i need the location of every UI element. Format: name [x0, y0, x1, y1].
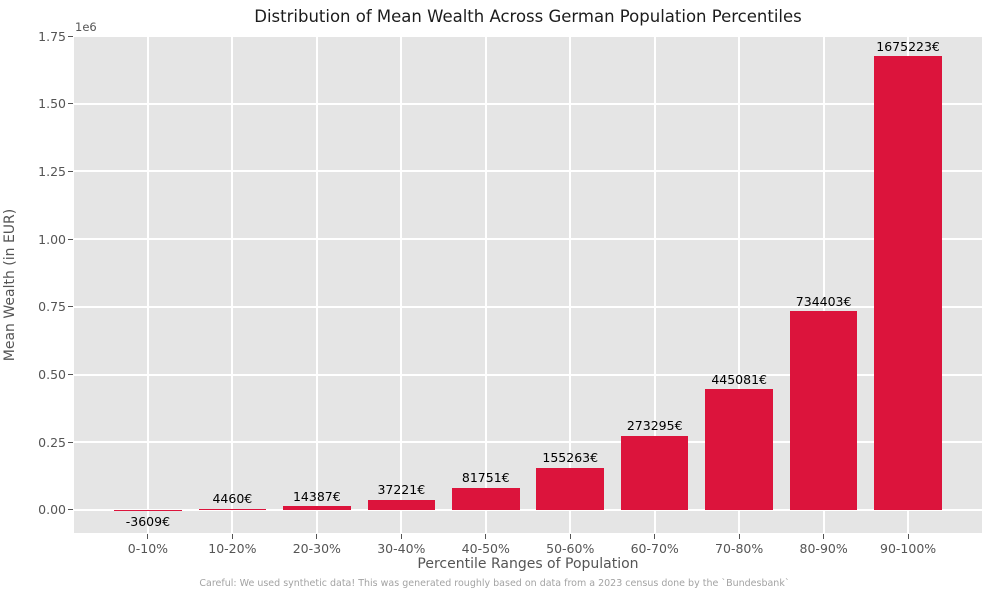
bar-80-90%	[789, 311, 858, 510]
y-gridline	[74, 238, 982, 241]
x-gridline	[484, 36, 487, 533]
bar-50-60%	[536, 467, 604, 510]
x-tick-mark	[569, 534, 571, 539]
chart-title: Distribution of Mean Wealth Across Germa…	[254, 7, 802, 26]
y-tick-label: 1.50	[38, 96, 66, 112]
x-tick-label: 40-50%	[461, 541, 510, 556]
bar-value-label: 81751€	[461, 470, 510, 486]
x-gridline	[653, 36, 656, 533]
bar-value-label: 273295€	[626, 418, 683, 434]
x-tick-mark	[485, 534, 487, 539]
x-tick-label: 60-70%	[630, 541, 679, 556]
bar-value-label: 1675223€	[876, 38, 940, 54]
bar-value-label: 14387€	[292, 488, 341, 504]
x-tick-mark	[738, 534, 740, 539]
x-tick-mark	[316, 534, 318, 539]
x-tick-mark	[654, 534, 656, 539]
x-gridline	[569, 36, 572, 533]
y-tick-label: 0.00	[38, 502, 66, 518]
y-gridline	[74, 35, 982, 37]
x-tick-mark	[823, 534, 825, 539]
x-tick-label: 90-100%	[880, 541, 937, 556]
bar-value-label: 4460€	[212, 491, 253, 507]
bar-40-50%	[451, 487, 520, 510]
plot-area: -3609€ 4460€ 14387€ 37221€ 81751€ 155263€ 2732…	[74, 35, 982, 533]
y-tick-label: 0.50	[38, 367, 66, 383]
x-tick-mark	[231, 534, 233, 539]
x-gridline	[400, 36, 403, 533]
bar-90-100%	[874, 56, 942, 510]
y-gridline	[74, 373, 982, 376]
y-tick-label: 0.25	[38, 434, 66, 450]
bar-0-10%	[114, 509, 182, 512]
x-tick-mark	[400, 534, 402, 539]
x-tick-mark	[907, 534, 909, 539]
x-tick-label: 70-80%	[715, 541, 764, 556]
x-gridline	[146, 36, 149, 533]
y-gridline	[74, 305, 982, 308]
bar-value-label: 37221€	[377, 482, 426, 498]
x-tick-label: 0-10%	[127, 541, 169, 556]
y-tick-mark	[68, 103, 73, 105]
y-tick-mark	[68, 238, 73, 240]
y-tick-mark	[68, 306, 73, 308]
x-gridline	[315, 36, 318, 533]
x-axis-label: Percentile Ranges of Population	[417, 556, 639, 572]
x-tick-label: 20-30%	[292, 541, 341, 556]
bar-value-label: -3609€	[125, 513, 171, 529]
bar-10-20%	[198, 508, 267, 510]
x-tick-label: 80-90%	[799, 541, 848, 556]
y-tick-mark	[68, 509, 73, 511]
x-gridline	[822, 36, 825, 533]
bar-value-label: 734403€	[795, 293, 852, 309]
y-axis-offset-label: 1e6	[75, 20, 97, 34]
x-tick-label: 10-20%	[208, 541, 257, 556]
y-tick-label: 1.00	[38, 231, 66, 247]
y-gridline	[74, 170, 982, 173]
data-source-caption: Careful: We used synthetic data! This wa…	[199, 578, 790, 589]
y-tick-mark	[68, 35, 73, 37]
y-tick-mark	[68, 374, 73, 376]
x-tick-label: 50-60%	[546, 541, 595, 556]
bar-20-30%	[283, 506, 351, 510]
y-tick-label: 1.75	[38, 28, 66, 44]
y-gridline	[74, 441, 982, 444]
bar-value-label: 445081€	[711, 371, 767, 387]
y-tick-mark	[68, 170, 73, 172]
y-gridline	[74, 102, 982, 105]
x-gridline	[231, 36, 234, 533]
x-tick-mark	[147, 534, 149, 539]
y-gridline	[74, 508, 982, 511]
x-gridline	[738, 36, 741, 533]
y-tick-mark	[68, 441, 73, 443]
bar-70-80%	[705, 389, 773, 510]
bar-30-40%	[367, 499, 436, 510]
bar-60-70%	[620, 435, 689, 510]
y-tick-label: 1.25	[38, 163, 66, 179]
x-tick-label: 30-40%	[377, 541, 426, 556]
bar-value-label: 155263€	[542, 450, 599, 466]
y-tick-label: 0.75	[38, 299, 66, 315]
